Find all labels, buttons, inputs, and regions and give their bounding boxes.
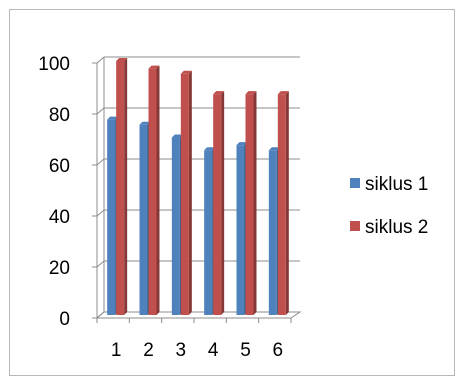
bar-front [180,73,189,315]
bar-top [245,91,257,95]
bar-siklus-2-5 [245,91,257,316]
y-tick-label: 60 [49,156,70,177]
bar-side [156,65,160,316]
gridline-side [96,56,105,64]
x-tick-label: 4 [208,340,219,361]
y-tick-label: 80 [49,105,70,126]
bar-front [277,94,286,316]
bar-top [116,58,128,61]
y-tick-label: 100 [38,54,70,75]
y-tick-label: 40 [49,207,70,228]
bar-top [268,147,280,151]
bar-front [171,137,180,315]
bar-top [204,147,216,151]
gridline-side [96,107,105,115]
bar-side [188,70,192,315]
legend: siklus 1 siklus 2 [350,174,428,238]
bar-top [107,116,119,120]
x-tick-label: 1 [111,340,122,361]
y-tick-label: 20 [49,258,70,279]
x-tick-label: 6 [273,340,284,361]
axes [92,57,302,323]
bar-siklus-2-3 [180,70,192,315]
bar-top [277,91,289,95]
bar-top [171,134,183,138]
bar-siklus-2-4 [213,91,225,316]
bar-top [139,121,151,125]
gridline-side [96,260,105,268]
bar-front [116,61,125,315]
bar-top [148,65,160,69]
bar-side [124,58,128,315]
x-tick-label: 5 [240,340,251,361]
chart-frame [9,9,455,376]
gridline-side [96,209,105,217]
bar-front [245,94,254,316]
y-tick-label: 0 [59,309,70,330]
bar-side [221,91,225,316]
bar-top [180,70,192,74]
x-tick-label: 3 [176,340,187,361]
bar-side [253,91,257,316]
bar-front [148,68,157,316]
legend-swatch-siklus-2 [350,221,360,231]
bar-siklus-2-2 [148,65,160,316]
bar-front [204,150,213,315]
bar-front [236,145,245,315]
bar-front [268,150,277,315]
bar-siklus-2-6 [277,91,289,316]
bar-front [107,119,116,316]
bar-top [236,142,248,146]
bars [107,58,289,316]
legend-label-siklus-1: siklus 1 [365,174,428,195]
bar-front [139,124,148,315]
bar-side [285,91,289,316]
bar-top [213,91,225,95]
legend-swatch-siklus-1 [350,178,360,188]
bar-siklus-2-1 [116,58,128,315]
x-tick-label: 2 [143,340,154,361]
bar-front [213,94,222,316]
legend-label-siklus-2: siklus 2 [365,217,428,238]
y-tick-labels: 0 20 40 60 80 100 [38,54,70,330]
gridline-side [96,158,105,166]
